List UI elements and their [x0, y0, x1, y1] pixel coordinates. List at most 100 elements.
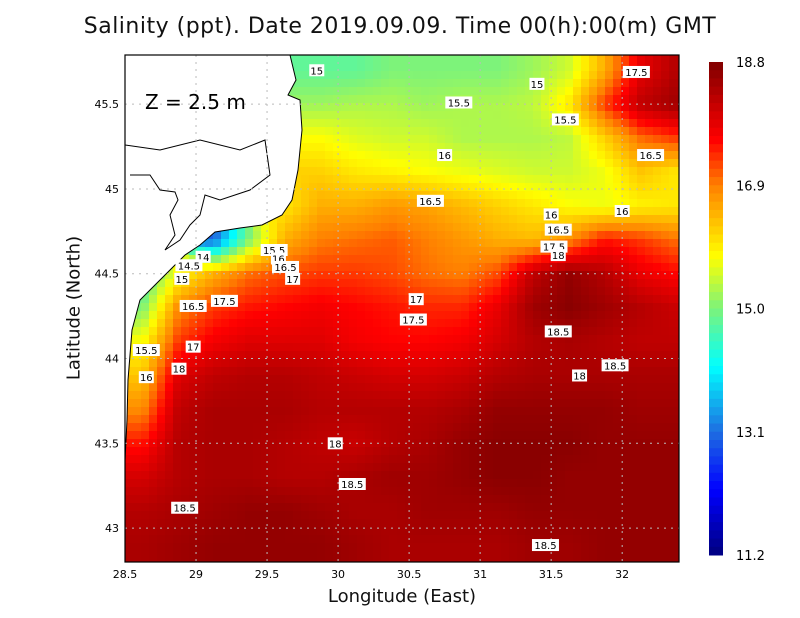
heatmap-cell [589, 503, 598, 512]
heatmap-cell [213, 383, 222, 392]
heatmap-cell [501, 327, 510, 336]
heatmap-cell [517, 119, 526, 128]
heatmap-cell [253, 535, 262, 544]
contour-label: 15 [174, 272, 190, 286]
heatmap-cell [509, 119, 518, 128]
heatmap-cell [445, 447, 454, 456]
heatmap-cell [133, 519, 142, 528]
heatmap-cell [437, 239, 446, 248]
heatmap-cell [269, 487, 278, 496]
heatmap-cell [341, 383, 350, 392]
heatmap-cell [549, 199, 558, 208]
contour-label: 18.5 [601, 359, 629, 372]
colorbar-segment [709, 456, 723, 466]
heatmap-cell [293, 199, 302, 208]
heatmap-cell [157, 343, 166, 352]
heatmap-cell [397, 399, 406, 408]
heatmap-cell [565, 383, 574, 392]
heatmap-cell [517, 71, 526, 80]
heatmap-cell [229, 527, 238, 536]
heatmap-cell [149, 287, 158, 296]
heatmap-cell [565, 311, 574, 320]
heatmap-cell [517, 255, 526, 264]
contour-label: 15 [529, 77, 545, 91]
heatmap-cell [357, 199, 366, 208]
contour-label: 17.5 [622, 65, 650, 79]
heatmap-cell [261, 487, 270, 496]
heatmap-cell [653, 279, 662, 288]
heatmap-cell [149, 399, 158, 408]
heatmap-cell [485, 87, 494, 96]
heatmap-cell [597, 487, 606, 496]
heatmap-cell [205, 543, 214, 552]
heatmap-cell [589, 255, 598, 264]
heatmap-cell [157, 551, 166, 560]
heatmap-cell [549, 279, 558, 288]
heatmap-cell [541, 423, 550, 432]
heatmap-cell [477, 215, 486, 224]
heatmap-cell [629, 255, 638, 264]
heatmap-cell [365, 135, 374, 144]
heatmap-cell [477, 399, 486, 408]
heatmap-cell [573, 183, 582, 192]
heatmap-cell [549, 503, 558, 512]
heatmap-cell [669, 183, 678, 192]
heatmap-cell [397, 351, 406, 360]
heatmap-cell [333, 407, 342, 416]
svg-text:18: 18 [329, 439, 342, 450]
heatmap-cell [229, 375, 238, 384]
heatmap-cell [517, 231, 526, 240]
heatmap-cell [565, 95, 574, 104]
heatmap-cell [477, 167, 486, 176]
heatmap-cell [533, 511, 542, 520]
heatmap-cell [445, 279, 454, 288]
heatmap-cell [653, 359, 662, 368]
heatmap-cell [605, 159, 614, 168]
heatmap-cell [277, 407, 286, 416]
heatmap-cell [389, 543, 398, 552]
heatmap-cell [469, 391, 478, 400]
heatmap-cell [517, 463, 526, 472]
heatmap-cell [341, 375, 350, 384]
heatmap-cell [133, 359, 142, 368]
heatmap-cell [285, 295, 294, 304]
heatmap-cell [301, 79, 310, 88]
heatmap-cell [437, 263, 446, 272]
heatmap-cell [397, 247, 406, 256]
heatmap-cell [525, 495, 534, 504]
heatmap-cell [373, 503, 382, 512]
heatmap-cell [397, 295, 406, 304]
heatmap-cell [269, 543, 278, 552]
heatmap-cell [309, 343, 318, 352]
heatmap-cell [677, 359, 680, 368]
heatmap-cell [445, 215, 454, 224]
heatmap-cell [477, 111, 486, 120]
heatmap-cell [229, 327, 238, 336]
heatmap-cell [565, 335, 574, 344]
heatmap-cell [269, 495, 278, 504]
heatmap-cell [605, 463, 614, 472]
heatmap-cell [645, 255, 654, 264]
heatmap-cell [637, 127, 646, 136]
heatmap-cell [221, 255, 230, 264]
heatmap-cell [541, 79, 550, 88]
heatmap-cell [381, 423, 390, 432]
heatmap-cell [213, 487, 222, 496]
heatmap-cell [181, 319, 190, 328]
heatmap-cell [605, 167, 614, 176]
svg-text:15.5: 15.5 [135, 346, 157, 357]
heatmap-cell [341, 311, 350, 320]
heatmap-cell [213, 535, 222, 544]
heatmap-cell [501, 135, 510, 144]
heatmap-cell [437, 327, 446, 336]
heatmap-cell [317, 351, 326, 360]
heatmap-cell [237, 343, 246, 352]
colorbar-segment [709, 160, 723, 170]
heatmap-cell [629, 511, 638, 520]
heatmap-cell [437, 247, 446, 256]
heatmap-cell [613, 191, 622, 200]
heatmap-cell [349, 471, 358, 480]
heatmap-cell [373, 311, 382, 320]
heatmap-cell [389, 255, 398, 264]
heatmap-cell [365, 335, 374, 344]
